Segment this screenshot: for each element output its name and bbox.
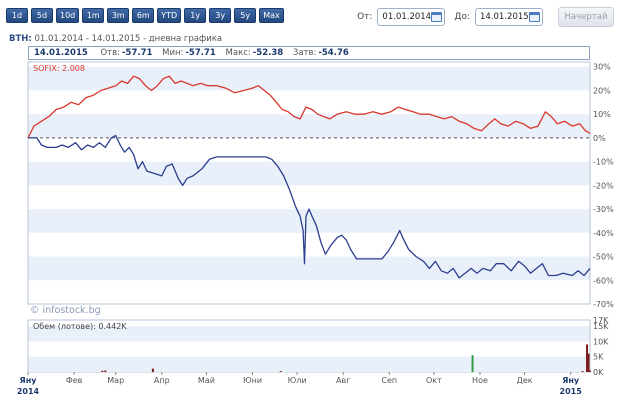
volume-bar [587,353,590,372]
period-button-5d[interactable]: 5d [31,8,53,23]
sofix-legend: SOFIX: 2.008 [33,64,85,73]
from-date-value: 01.01.2014 [382,12,432,22]
volume-tick-label: 17K [593,316,609,325]
x-tick-label: Мар [107,376,124,385]
y-tick-label: 30% [593,63,611,72]
volume-tick-label: 5K [593,353,604,362]
volume-tick-label: 0K [593,368,604,377]
open-label: Отв: [100,48,120,58]
to-label: До: [454,12,470,22]
volume-bar [151,368,154,372]
grid-band [28,356,590,372]
y-tick-label: -10% [593,158,614,167]
period-button-1m[interactable]: 1m [82,8,105,23]
x-tick-label: Май [198,376,215,385]
from-label: От: [357,12,373,22]
x-tick-label: Юни [243,376,262,385]
to-date-input[interactable]: 14.01.2015 [475,8,543,26]
volume-bar [279,371,282,372]
stats-row: 14.01.2015 Отв: -57.71 Мин: -57.71 Макс: -5… [28,46,590,60]
volume-bar [471,355,474,372]
x-tick-label: Сеп [381,376,397,385]
y-tick-label: 10% [593,110,611,119]
grid-band [28,114,590,138]
x-tick-label: Дек [517,376,533,385]
x-tick-label: Авг [336,376,350,385]
period-button-1d[interactable]: 1d [6,8,28,23]
volume-label: Обем (лотове): 0.442K [33,322,127,331]
grid-band [28,209,590,233]
from-date-input[interactable]: 01.01.2014 [377,8,446,26]
min-label: Мин: [162,48,184,58]
stats-date: 14.01.2015 [34,48,88,58]
y-tick-label: -70% [593,300,614,309]
date-range-picker: От: 01.01.2014 До: 14.01.2015 Начертай [357,7,614,27]
ticker-label: BTH: [9,34,32,44]
volume-bar [589,370,591,372]
x-tick-label: Юли [288,376,307,385]
y-tick-label: -50% [593,253,614,262]
grid-band [28,326,590,342]
max-label: Макс: [225,48,251,58]
x-tick-label: Фев [66,376,83,385]
x-tick-label: Апр [154,376,170,385]
series-line-sofix [27,75,591,139]
y-tick-label: -30% [593,205,614,214]
series-line-bth [28,134,591,279]
y-tick-label: -40% [593,229,614,238]
calendar-icon[interactable] [431,12,443,22]
open-value: -57.71 [122,48,153,58]
draw-chart-button[interactable]: Начертай [558,7,614,27]
y-tick-label: 20% [593,86,611,95]
period-button-ytd[interactable]: YTD [157,8,182,23]
x-year-label: 2014 [17,387,40,396]
x-tick-label: Яну [20,376,38,385]
volume-bar [101,370,104,372]
volume-bar [586,344,589,372]
close-label: Затв: [292,48,317,58]
volume-bar [104,370,107,372]
period-selector: 1d 5d 10d 1m 3m 6m YTD 1y 3y 5y Max [6,8,284,25]
volume-tick-label: 15K [593,322,609,331]
y-tick-label: 0% [593,134,606,143]
period-button-max[interactable]: Max [259,8,284,23]
to-date-value: 14.01.2015 [480,12,529,22]
period-button-1y[interactable]: 1y [184,8,207,23]
x-tick-label: Ное [472,376,488,385]
y-tick-label: -20% [593,181,614,190]
volume-tick-label: 10K [593,337,609,346]
volume-bar [581,371,584,372]
min-value: -57.71 [185,48,216,58]
grid-band [28,161,590,186]
x-year-label: 2015 [560,387,583,396]
period-button-10d[interactable]: 10d [56,8,80,23]
calendar-icon[interactable] [529,12,540,22]
chart-title: BTH: 01.01.2014 - 14.01.2015 - дневна гр… [9,34,222,44]
x-tick-label: Яну [562,376,580,385]
grid-band [28,256,590,281]
period-button-3m[interactable]: 3m [107,8,130,23]
y-tick-label: -60% [593,276,614,285]
main-plot-area: 30% 20% 10% 0% -10% -20% -30% -40% -50% -60% -70% [27,61,614,309]
period-button-6m[interactable]: 6m [132,8,155,23]
date-range-text: 01.01.2014 - 14.01.2015 - дневна графика [34,34,223,44]
x-tick-label: Окт [426,376,442,385]
x-axis: Яну 2014 Фев Мар Апр Май Юни Юли Авг Сеп Окт Ное Дек… [17,372,582,396]
period-button-5y[interactable]: 5y [234,8,257,23]
watermark: © infostock.bg [30,305,101,316]
max-value: -52.38 [252,48,284,58]
grid-band [28,66,590,91]
period-button-3y[interactable]: 3y [209,8,232,23]
close-value: -54.76 [318,48,349,58]
